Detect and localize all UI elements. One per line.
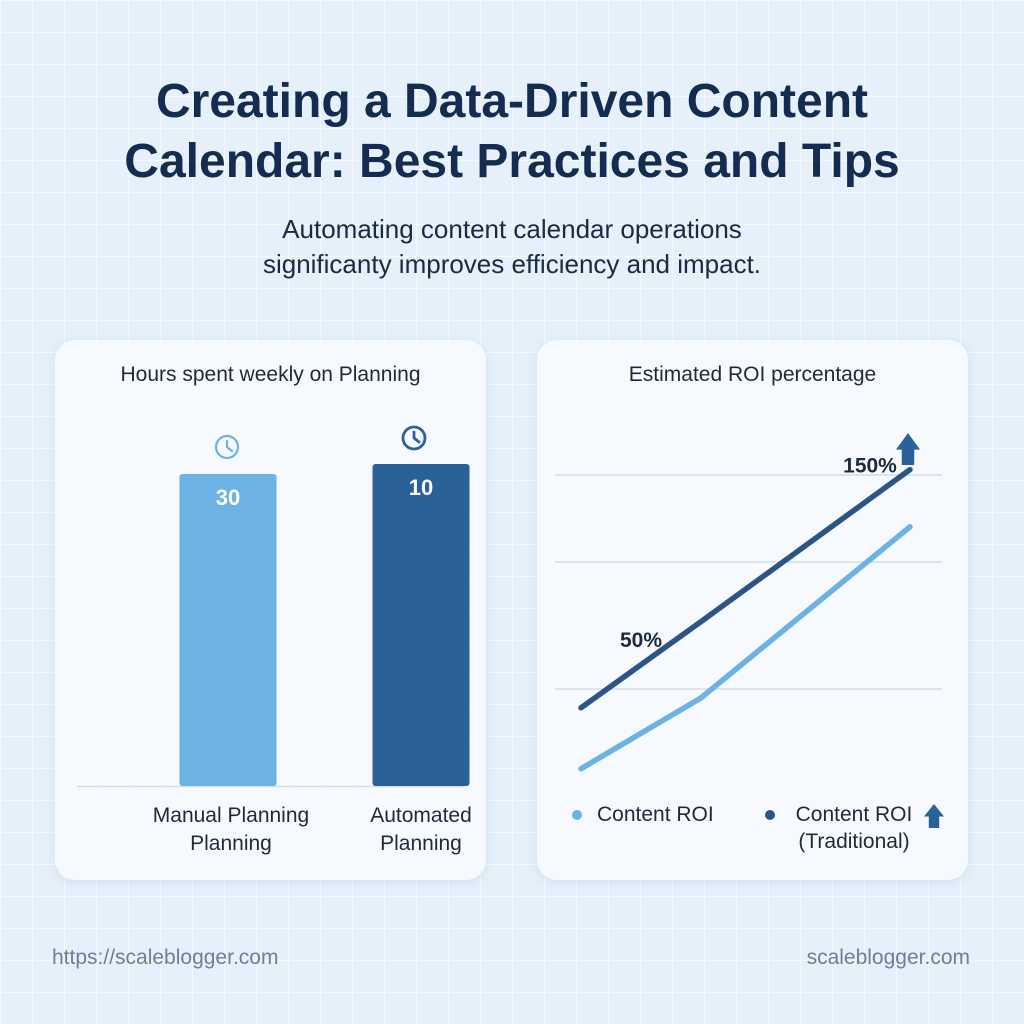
annotation-label-1: 50% <box>620 629 662 652</box>
up-arrow-icon <box>924 804 944 828</box>
category-label-1-line-1: Manual Planning <box>153 804 309 827</box>
legend-marker-1 <box>572 810 582 820</box>
legend-label-2-line-2: (Traditional) <box>798 830 909 853</box>
subtitle-line-1: Automating content calendar operations <box>282 214 742 244</box>
category-label-1-line-2: Planning <box>190 832 272 855</box>
page-subtitle: Automating content calendar operations s… <box>0 212 1024 282</box>
clock-icon <box>401 425 427 451</box>
bar-chart-title: Hours spent weekly on Planning <box>120 363 421 386</box>
title-line-1: Creating a Data-Driven Content <box>155 75 869 128</box>
legend-label-1: Content ROI <box>597 803 714 826</box>
series <box>578 466 913 772</box>
bars: 30 10 <box>179 464 470 786</box>
footer-url[interactable]: https://scaleblogger.com <box>52 946 279 969</box>
line-chart: 50% 150% Content ROI Content ROI (Traditiona… <box>555 433 944 853</box>
page-title: Creating a Data-Driven Content Calendar:… <box>0 72 1024 192</box>
footer-brand: scaleblogger.com <box>806 946 970 969</box>
grid <box>555 474 942 690</box>
title-line-2: Calendar: Best Practices and Tips <box>124 135 900 188</box>
bar-2 <box>372 464 470 786</box>
bar-value-label-1: 30 <box>216 485 240 510</box>
bar-chart: 30 10 Manual Planning Planning Automated Plan… <box>77 425 472 855</box>
line-chart-card: Estimated ROI percentage 50% 150% Content … <box>537 340 968 880</box>
series-line-2 <box>578 466 913 711</box>
subtitle-line-2: significanty improves efficiency and imp… <box>262 249 762 279</box>
legend-label-2-line-1: Content ROI <box>796 803 913 826</box>
line-chart-title: Estimated ROI percentage <box>628 363 877 386</box>
category-label-2-line-1: Automated <box>370 804 472 827</box>
annotations: 50% 150% <box>620 455 897 652</box>
bar-chart-card: Hours spent weekly on Planning 30 10 Manua… <box>55 340 486 880</box>
category-labels: Manual Planning Planning Automated Planning <box>153 804 472 855</box>
bar-value-label-2: 10 <box>409 475 433 500</box>
series-line-1 <box>578 524 913 772</box>
up-arrow-icon <box>896 433 920 465</box>
bar-1 <box>179 474 277 786</box>
legend: Content ROI Content ROI (Traditional) <box>572 803 944 853</box>
category-label-2-line-2: Planning <box>380 832 462 855</box>
annotation-label-2: 150% <box>843 455 897 478</box>
legend-marker-2 <box>765 810 775 820</box>
clock-icon <box>214 434 240 460</box>
